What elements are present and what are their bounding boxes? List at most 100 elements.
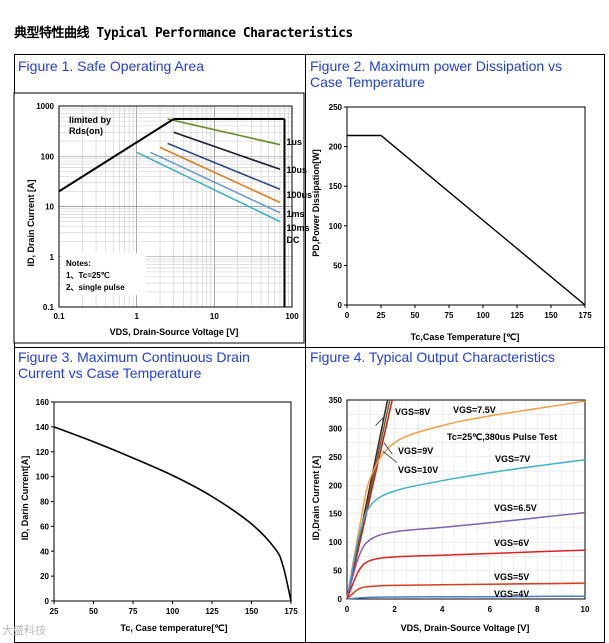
figure-4-caption: Figure 4. Typical Output Characteristics	[310, 349, 555, 365]
fig1-ytick: 100	[41, 152, 55, 161]
fig2-xtick: 75	[445, 311, 454, 320]
fig4-ytick: 100	[329, 538, 343, 547]
fig4-curve-VGS=5V	[346, 582, 586, 600]
fig3-ytick: 40	[40, 547, 49, 556]
test-condition: Tc=25℃,380us Pulse Test	[447, 432, 557, 442]
fig4-curve-VGS=6V	[346, 549, 586, 600]
fig1-ytick: 1000	[36, 102, 54, 111]
fig3-xtick: 150	[245, 607, 259, 616]
fig4-curve-VGS=7V	[346, 458, 586, 600]
fig3-xtick: 100	[166, 607, 180, 616]
note-1: 1、Tc=25℃	[66, 271, 110, 280]
soa-chart: ID, Drain Current [A] VDS, Drain-Source …	[13, 92, 312, 344]
fig4-curve-label: VGS=7V	[495, 454, 530, 464]
fig4-curve-label: VGS=5V	[494, 572, 529, 582]
fig4-xtick: 10	[581, 605, 590, 614]
fig2-xtick: 0	[345, 311, 350, 320]
fig2-ytick: 0	[338, 301, 343, 310]
fig3-ylabel: ID, Darin Current[A]	[20, 456, 30, 541]
power-dissipation-chart: PD,Power Dissipation[W] Tc,Case Temperat…	[311, 103, 592, 342]
fig3-id-curve	[53, 426, 292, 602]
fig1-curve-1ms	[159, 146, 281, 204]
fig3-xtick: 25	[50, 607, 59, 616]
fig1-xlabel: VDS, Drain-Source Voltage [V]	[110, 327, 239, 337]
fig4-curve-label: VGS=4V	[494, 589, 529, 599]
fig4-curve-label: VGS=6V	[494, 538, 529, 548]
fig1-ytick: 0.1	[43, 303, 55, 312]
fig2-plot-frame	[346, 106, 586, 306]
notes-box: Notes: 1、Tc=25℃ 2、single pulse	[61, 253, 146, 295]
fig1-curve-label: 1us	[286, 137, 302, 147]
fig1-ylabel: ID, Drain Current [A]	[26, 179, 36, 266]
fig3-ytick: 20	[40, 572, 49, 581]
fig3-ytick: 60	[40, 522, 49, 531]
fig4-xtick: 4	[440, 605, 445, 614]
fig4-curve-VGS=4V	[346, 595, 586, 600]
fig1-curve-10ms	[149, 151, 281, 214]
fig2-xtick: 175	[578, 311, 592, 320]
fig3-xtick: 50	[89, 607, 98, 616]
fig3-plot-frame	[53, 401, 292, 602]
fig2-ytick: 100	[329, 222, 343, 231]
fig3-xtick: 75	[129, 607, 138, 616]
fig4-xlabel: VDS, Drain-Source Voltage [V]	[401, 623, 530, 633]
fig2-pd-line	[347, 134, 586, 306]
fig1-curve-label: DC	[286, 235, 299, 245]
fig4-xtick: 6	[488, 605, 493, 614]
fig2-ytick: 200	[329, 143, 343, 152]
fig4-xtick: 0	[345, 605, 350, 614]
fig3-ytick: 140	[36, 423, 50, 432]
notes-title: Notes:	[66, 259, 91, 268]
fig4-ytick: 250	[329, 453, 343, 462]
fig1-curve-label: 1ms	[286, 209, 304, 219]
fig3-xlabel: Tc, Case temperature[℃]	[121, 623, 228, 633]
fig4-xtick: 2	[392, 605, 397, 614]
fig1-xtick: 1	[134, 312, 139, 321]
fig3-ytick: 0	[45, 597, 50, 606]
fig1-xtick: 100	[285, 312, 299, 321]
fig1-ytick: 10	[45, 203, 54, 212]
fig2-xtick: 150	[544, 311, 558, 320]
fig2-ylabel: PD,Power Dissipation[W]	[311, 149, 321, 257]
fig4-ytick: 0	[338, 595, 343, 604]
figure-2-caption-line1: Figure 2. Maximum power Dissipation vs	[310, 58, 563, 74]
fig4-curve-label: VGS=7.5V	[453, 405, 496, 415]
fig1-curve-100us	[167, 142, 281, 191]
fig3-ytick: 160	[36, 398, 50, 407]
fig3-xtick: 125	[205, 607, 219, 616]
drain-current-vs-temp-chart: ID, Darin Current[A] Tc, Case temperatur…	[20, 398, 298, 633]
watermark: 大盛科技	[2, 625, 46, 637]
page-title: 典型特性曲线 Typical Performance Characteristi…	[14, 26, 353, 41]
fig2-xtick: 50	[411, 311, 420, 320]
fig4-curve-VGS=7.5V	[346, 400, 586, 600]
fig3-xtick: 175	[284, 607, 298, 616]
fig4-ytick: 300	[329, 424, 343, 433]
figure-2-caption-line2: Case Temperature	[310, 74, 425, 90]
fig1-xtick: 10	[210, 312, 219, 321]
fig4-ylabel: ID,Drain Current [A]	[311, 456, 321, 541]
fig2-ytick: 150	[329, 182, 343, 191]
fig2-xtick: 25	[377, 311, 386, 320]
fig4-leader-8v	[375, 416, 385, 426]
fig4-leader-9v	[383, 442, 393, 455]
fig4-curve-label: VGS=8V	[395, 407, 430, 417]
fig4-curve-label: VGS=9V	[398, 446, 433, 456]
fig4-xtick: 8	[535, 605, 540, 614]
fig2-xtick: 125	[510, 311, 524, 320]
fig1-curve-1us	[167, 118, 281, 146]
fig4-curve-VGS=6.5V	[346, 511, 586, 600]
fig1-curve-label: 10ms	[286, 223, 309, 233]
fig4-curve-label: VGS=6.5V	[494, 503, 537, 513]
fig1-curve-DC	[136, 151, 281, 223]
fig3-ytick: 100	[36, 473, 50, 482]
fig2-ytick: 50	[333, 261, 342, 270]
fig4-ytick: 150	[329, 510, 343, 519]
fig4-ytick: 350	[329, 396, 343, 405]
figure-3-caption-line2: Current vs Case Temperature	[18, 365, 202, 381]
fig3-ytick: 120	[36, 448, 50, 457]
fig2-xlabel: Tc,Case Temperature [℃]	[411, 332, 520, 342]
fig4-plot-frame	[346, 399, 586, 600]
fig2-ytick: 250	[329, 103, 343, 112]
fig1-curve-10us	[173, 131, 281, 171]
fig1-plot-frame	[58, 105, 293, 308]
